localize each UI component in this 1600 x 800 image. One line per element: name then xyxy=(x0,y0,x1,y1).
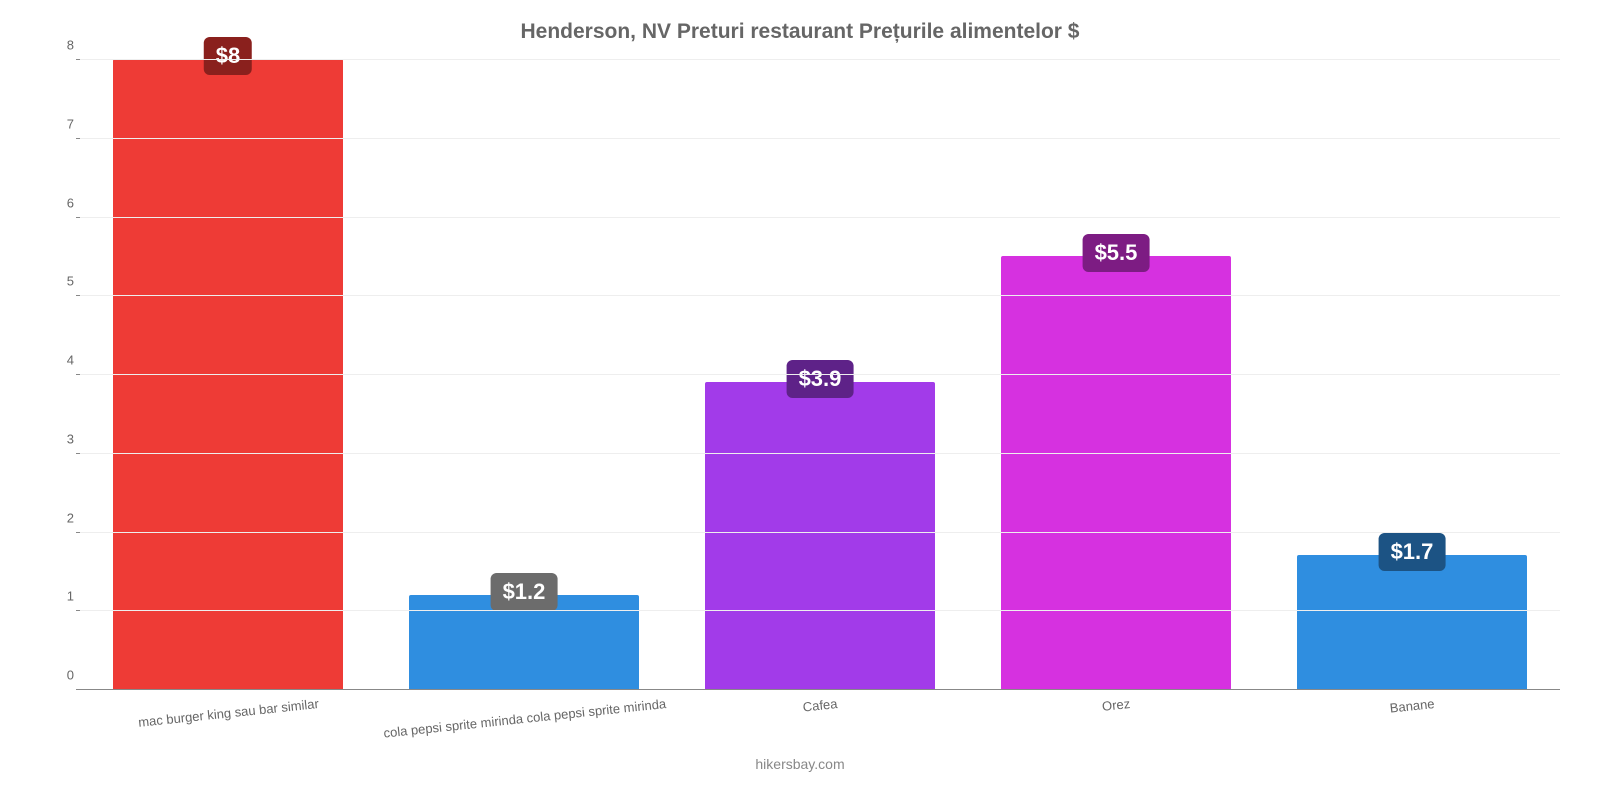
y-tick-label: 4 xyxy=(46,353,74,368)
y-tick-mark xyxy=(76,532,80,533)
grid-line xyxy=(80,59,1560,60)
y-tick-label: 8 xyxy=(46,38,74,53)
x-axis-label: mac burger king sau bar similar xyxy=(138,696,320,730)
y-tick-label: 5 xyxy=(46,274,74,289)
y-tick-label: 6 xyxy=(46,195,74,210)
x-axis-label: cola pepsi sprite mirinda cola pepsi spr… xyxy=(383,696,667,741)
bar: $1.7 xyxy=(1297,555,1528,689)
y-tick-label: 3 xyxy=(46,431,74,446)
x-axis-labels: mac burger king sau bar similar cola peps… xyxy=(80,690,1560,740)
x-axis-label: Banane xyxy=(1389,696,1435,716)
bar: $5.5 xyxy=(1001,256,1232,689)
y-tick-mark xyxy=(76,59,80,60)
plot-area: $8$1.2$3.9$5.5$1.7 012345678 xyxy=(80,60,1560,690)
y-tick-mark xyxy=(76,374,80,375)
grid-line xyxy=(80,610,1560,611)
y-tick-mark xyxy=(76,138,80,139)
grid-line xyxy=(80,295,1560,296)
value-badge: $1.2 xyxy=(491,573,558,611)
y-tick-label: 0 xyxy=(46,668,74,683)
x-axis-label: Cafea xyxy=(802,696,838,715)
bar: $3.9 xyxy=(705,382,936,689)
grid-line xyxy=(80,138,1560,139)
y-tick-label: 7 xyxy=(46,116,74,131)
grid-line xyxy=(80,532,1560,533)
x-axis-label: Orez xyxy=(1101,696,1131,714)
y-tick-label: 2 xyxy=(46,510,74,525)
value-badge: $5.5 xyxy=(1083,234,1150,272)
y-tick-mark xyxy=(76,453,80,454)
price-bar-chart: Henderson, NV Preturi restaurant Prețuri… xyxy=(0,0,1600,800)
y-tick-label: 1 xyxy=(46,589,74,604)
y-tick-mark xyxy=(76,610,80,611)
value-badge: $3.9 xyxy=(787,360,854,398)
grid-line xyxy=(80,374,1560,375)
y-tick-mark xyxy=(76,217,80,218)
y-tick-mark xyxy=(76,295,80,296)
grid-line xyxy=(80,453,1560,454)
bars-container: $8$1.2$3.9$5.5$1.7 xyxy=(80,60,1560,690)
bar: $1.2 xyxy=(409,595,640,690)
value-badge: $1.7 xyxy=(1379,533,1446,571)
grid-line xyxy=(80,217,1560,218)
chart-footer: hikersbay.com xyxy=(0,756,1600,772)
value-badge: $8 xyxy=(204,37,252,75)
